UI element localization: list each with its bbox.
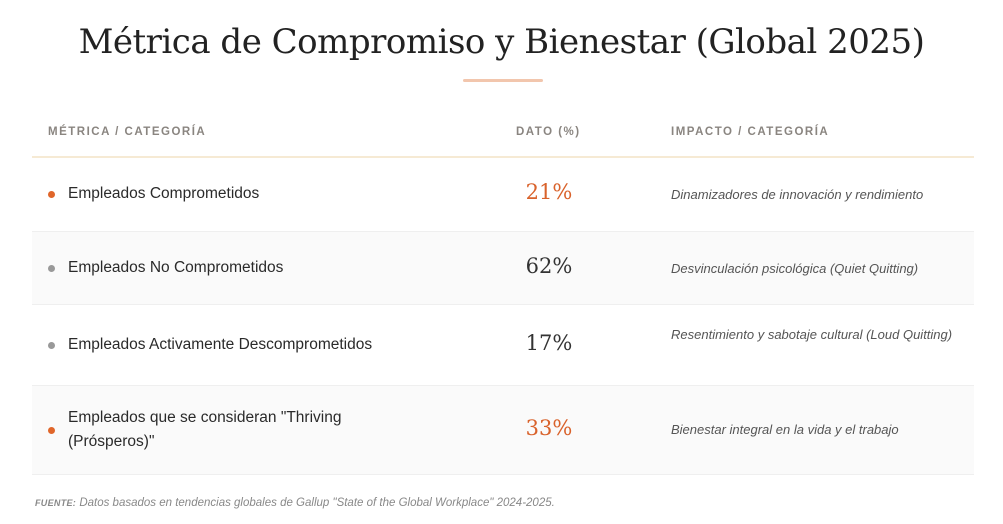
header-metric: MÉTRICA / CATEGORÍA xyxy=(48,126,207,138)
metric-impact: Dinamizadores de innovación y rendimient… xyxy=(671,187,924,202)
metric-value: 17% xyxy=(525,331,573,355)
table-row: Empleados que se consideran "Thriving (P… xyxy=(32,386,974,475)
gray-bullet-icon xyxy=(48,342,55,349)
orange-bullet-icon xyxy=(48,427,55,434)
metric-label: Empleados No Comprometidos xyxy=(68,259,284,276)
table-row: Empleados Comprometidos 21% Dinamizadore… xyxy=(32,158,974,232)
source-label: FUENTE: xyxy=(35,498,77,508)
metric-impact: Resentimiento y sabotaje cultural (Loud … xyxy=(671,327,953,342)
metric-impact: Desvinculación psicológica (Quiet Quitti… xyxy=(671,261,919,276)
table-header: MÉTRICA / CATEGORÍA DATO (%) IMPACTO / C… xyxy=(32,110,974,158)
gray-bullet-icon xyxy=(48,265,55,272)
source-text: Datos basados en tendencias globales de … xyxy=(79,497,555,509)
table-row: Empleados No Comprometidos 62% Desvincul… xyxy=(32,232,974,305)
source-note: FUENTE: Datos basados en tendencias glob… xyxy=(35,497,555,509)
metric-value: 33% xyxy=(525,416,573,440)
orange-bullet-icon xyxy=(48,191,55,198)
metrics-table: MÉTRICA / CATEGORÍA DATO (%) IMPACTO / C… xyxy=(32,110,974,475)
header-impact: IMPACTO / CATEGORÍA xyxy=(671,126,830,138)
metric-label: Empleados que se consideran "Thriving (P… xyxy=(68,409,342,450)
page-title: Métrica de Compromiso y Bienestar (Globa… xyxy=(78,22,925,62)
metric-label: Empleados Comprometidos xyxy=(68,185,260,202)
header-value: DATO (%) xyxy=(516,126,581,138)
metric-value: 21% xyxy=(525,180,573,204)
table-row: Empleados Activamente Descomprometidos 1… xyxy=(32,305,974,386)
metric-label: Empleados Activamente Descomprometidos xyxy=(68,336,373,353)
title-underline xyxy=(463,79,543,82)
metric-value: 62% xyxy=(525,254,573,278)
metric-impact: Bienestar integral en la vida y el traba… xyxy=(671,422,899,437)
